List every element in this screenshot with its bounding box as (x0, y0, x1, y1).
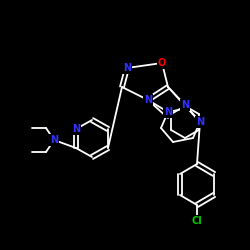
Text: N: N (123, 63, 131, 73)
Text: N: N (144, 95, 152, 105)
Text: N: N (181, 100, 189, 110)
Text: N: N (72, 124, 80, 134)
Text: O: O (158, 58, 166, 68)
Text: N: N (50, 135, 58, 145)
Text: Cl: Cl (192, 216, 202, 226)
Text: N: N (196, 117, 204, 127)
Text: N: N (164, 107, 172, 117)
